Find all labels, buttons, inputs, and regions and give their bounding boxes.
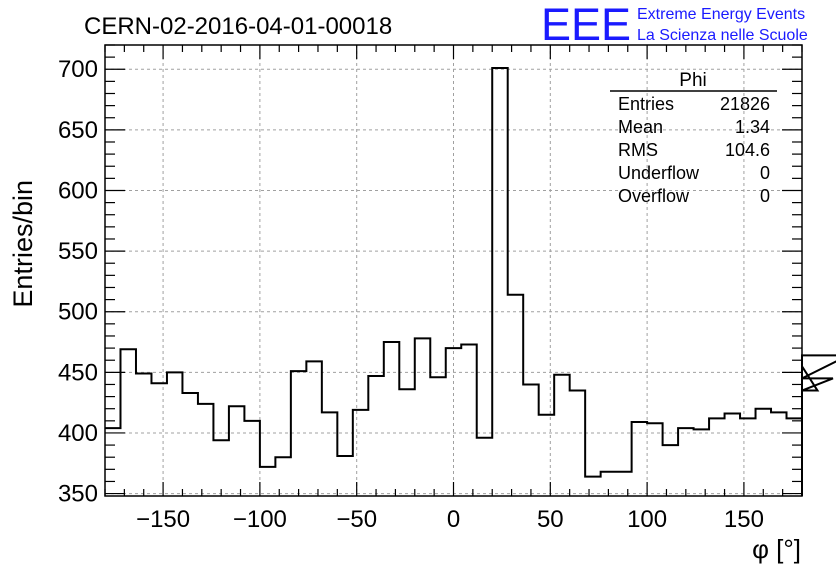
x-tick-labels: −150 −100 −50 0 50 100 150 [136,506,764,533]
x-tick-label: −150 [136,506,190,533]
y-tick-label: 400 [58,420,98,447]
grid-lines [105,45,802,496]
x-tick-label: −50 [336,506,377,533]
x-axis-label: φ [°] [752,534,801,564]
x-tick-label: −100 [233,506,287,533]
x-tick-label: 100 [627,506,667,533]
stats-title: Phi [679,70,706,91]
x-tick-label: 50 [537,506,564,533]
y-tick-labels: 350 400 450 500 550 600 650 700 [58,56,98,507]
y-tick-label: 550 [58,238,98,265]
y-tick-label: 600 [58,177,98,204]
y-tick-label: 650 [58,117,98,144]
y-axis-label: Entries/bin [8,180,38,308]
y-tick-label: 350 [58,481,98,508]
stats-box: Phi Entries 21826 Mean 1.34 RMS 104.6 Underflo… [610,70,777,206]
stats-row-value: 0 [760,163,770,183]
stats-row-label: Underflow [618,163,700,183]
stats-row-label: Mean [618,117,663,137]
x-tick-label: 0 [447,506,460,533]
stats-rows: Entries 21826 Mean 1.34 RMS 104.6 Underflow 0 Ov… [618,94,770,206]
logo-line1: Extreme Energy Events [637,6,805,23]
stats-row-label: RMS [618,140,658,160]
logo-line2: La Scienza nelle Scuole [637,27,808,44]
x-tick-label: 150 [724,506,764,533]
histogram-outline [105,67,836,496]
chart-title: CERN-02-2016-04-01-00018 [84,13,392,40]
eee-logo: EEE Extreme Energy Events La Scienza nel… [541,0,808,50]
stats-row-value: 21826 [720,94,770,114]
axis-ticks [104,44,803,496]
y-tick-label: 500 [58,299,98,326]
stats-row-value: 0 [760,186,770,206]
stats-row-label: Entries [618,94,674,114]
stats-row-value: 1.34 [735,117,770,137]
logo-mark: EEE [541,0,631,50]
stats-row-value: 104.6 [725,140,770,160]
y-tick-label: 450 [58,359,98,386]
stats-row-label: Overflow [618,186,690,206]
y-tick-label: 700 [58,56,98,83]
